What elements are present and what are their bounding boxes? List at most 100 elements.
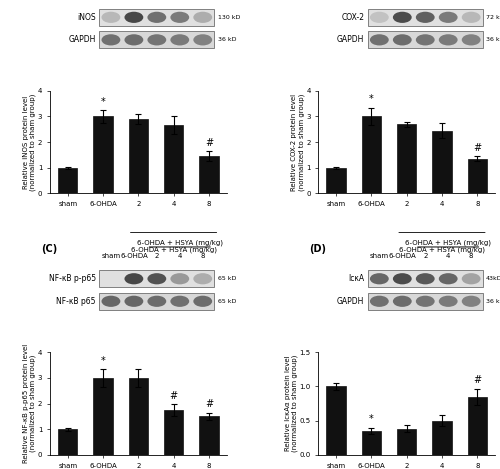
Text: 6-OHDA: 6-OHDA [388, 253, 416, 259]
Ellipse shape [370, 295, 388, 307]
Text: *: * [369, 415, 374, 424]
Bar [326, 386, 346, 455]
Ellipse shape [148, 295, 166, 307]
Ellipse shape [124, 273, 144, 284]
Text: NF-κB p65: NF-κB p65 [56, 297, 96, 306]
Text: GAPDH: GAPDH [68, 35, 96, 45]
Text: 65 kD: 65 kD [218, 299, 236, 304]
Ellipse shape [370, 12, 388, 23]
Text: #: # [473, 143, 482, 153]
Ellipse shape [393, 273, 411, 284]
Text: #: # [205, 138, 213, 148]
Text: (D): (D) [310, 244, 326, 254]
Text: 6-OHDA + HSYA (mg/kg): 6-OHDA + HSYA (mg/kg) [130, 247, 216, 253]
Bar [58, 168, 78, 194]
Ellipse shape [148, 34, 166, 45]
Ellipse shape [124, 295, 144, 307]
Bar [100, 270, 214, 287]
Ellipse shape [194, 34, 212, 45]
Bar [164, 126, 184, 194]
Text: 4: 4 [178, 253, 182, 259]
Bar [94, 378, 112, 455]
Text: 6-OHDA + HSYA (mg/kg): 6-OHDA + HSYA (mg/kg) [137, 239, 223, 246]
Text: *: * [100, 97, 105, 107]
Ellipse shape [194, 12, 212, 23]
Text: 36 kD: 36 kD [486, 299, 500, 304]
Ellipse shape [439, 34, 458, 45]
Ellipse shape [393, 34, 411, 45]
Ellipse shape [439, 12, 458, 23]
Bar [397, 124, 416, 194]
Ellipse shape [439, 295, 458, 307]
Text: *: * [100, 356, 105, 366]
Text: 130 kD: 130 kD [218, 15, 240, 20]
Bar [368, 293, 482, 310]
Ellipse shape [148, 12, 166, 23]
Text: 36 kD: 36 kD [486, 38, 500, 42]
Y-axis label: Relative COX-2 protein level
(normalized to sham group): Relative COX-2 protein level (normalized… [292, 93, 305, 191]
Text: 4: 4 [446, 253, 450, 259]
Ellipse shape [370, 273, 388, 284]
Ellipse shape [462, 34, 480, 45]
Ellipse shape [124, 12, 144, 23]
Bar [128, 119, 148, 194]
Bar [368, 31, 482, 48]
Text: 8: 8 [200, 253, 205, 259]
Ellipse shape [416, 12, 434, 23]
Ellipse shape [170, 273, 189, 284]
Bar [468, 159, 487, 194]
Ellipse shape [416, 295, 434, 307]
Ellipse shape [148, 273, 166, 284]
Ellipse shape [194, 295, 212, 307]
Bar [326, 168, 346, 194]
Text: IcκA: IcκA [348, 274, 364, 283]
Text: COX-2: COX-2 [342, 13, 364, 22]
Text: *: * [369, 94, 374, 105]
Ellipse shape [102, 273, 120, 284]
Bar [432, 421, 452, 455]
Text: 72 kD: 72 kD [486, 15, 500, 20]
Bar [368, 9, 482, 26]
Text: #: # [473, 376, 482, 386]
Ellipse shape [462, 273, 480, 284]
Ellipse shape [416, 34, 434, 45]
Text: GAPDH: GAPDH [337, 297, 364, 306]
Ellipse shape [462, 12, 480, 23]
Ellipse shape [102, 295, 120, 307]
Ellipse shape [393, 12, 411, 23]
Bar [128, 378, 148, 455]
Bar [94, 116, 112, 194]
Text: iNOS: iNOS [78, 13, 96, 22]
Text: 6-OHDA + HSYA (mg/kg): 6-OHDA + HSYA (mg/kg) [399, 247, 485, 253]
Ellipse shape [393, 295, 411, 307]
Text: 65 kD: 65 kD [218, 276, 236, 281]
Text: 6-OHDA: 6-OHDA [120, 253, 148, 259]
Bar [100, 293, 214, 310]
Bar [432, 130, 452, 194]
Bar [100, 9, 214, 26]
Ellipse shape [194, 273, 212, 284]
Ellipse shape [102, 34, 120, 45]
Y-axis label: Relative IcκAα protein level
(normalized to sham group): Relative IcκAα protein level (normalized… [284, 355, 298, 452]
Bar [397, 429, 416, 455]
Text: 6-OHDA + HSYA (mg/kg): 6-OHDA + HSYA (mg/kg) [405, 239, 491, 246]
Ellipse shape [416, 273, 434, 284]
Text: 36 kD: 36 kD [218, 38, 236, 42]
Ellipse shape [462, 295, 480, 307]
Bar [164, 410, 184, 455]
Bar [468, 397, 487, 455]
Text: 2: 2 [423, 253, 428, 259]
Ellipse shape [124, 34, 144, 45]
Text: 43kD: 43kD [486, 276, 500, 281]
Ellipse shape [439, 273, 458, 284]
Bar [362, 431, 381, 455]
Ellipse shape [170, 12, 189, 23]
Bar [100, 31, 214, 48]
Ellipse shape [170, 295, 189, 307]
Ellipse shape [102, 12, 120, 23]
Text: #: # [205, 400, 213, 409]
Text: sham: sham [370, 253, 389, 259]
Text: 2: 2 [154, 253, 159, 259]
Text: (C): (C) [41, 244, 58, 254]
Y-axis label: Relative iNOS protein level
(normalized to sham group): Relative iNOS protein level (normalized … [23, 93, 36, 191]
